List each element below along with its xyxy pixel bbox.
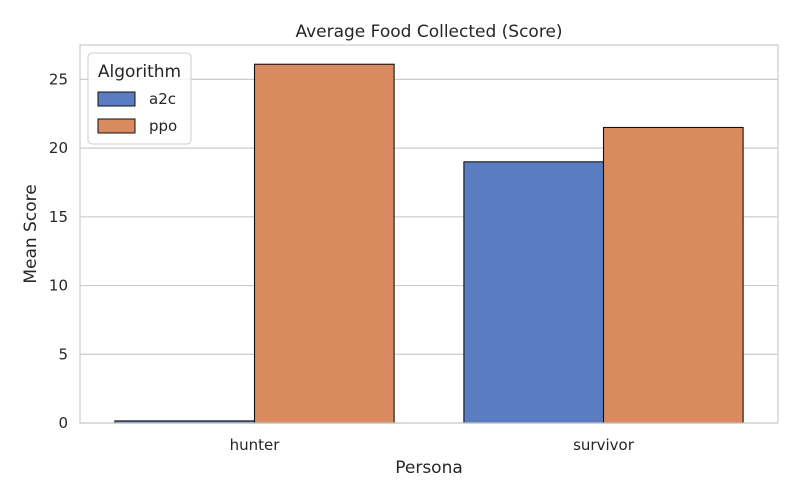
x-tick-label: hunter [230,436,281,454]
legend-swatch-a2c [97,91,136,107]
y-tick-label: 15 [49,208,68,226]
y-axis-label: Mean Score [21,184,41,283]
bar-ppo-survivor [602,126,744,424]
bar-a2c-survivor [463,161,605,424]
y-tick-label: 25 [49,70,68,88]
legend-title: Algorithm [98,62,181,82]
legend-label-a2c: a2c [149,90,176,108]
y-tick-label: 5 [58,345,68,363]
legend-label-ppo: ppo [149,117,177,135]
plot-frame [79,44,779,424]
legend-swatch-ppo [97,118,136,134]
x-axis-label: Persona [395,458,463,478]
y-tick-label: 0 [58,414,68,432]
bar-ppo-hunter [253,63,395,424]
y-tick-label: 20 [49,139,68,157]
y-tick-label: 10 [49,277,68,295]
plot-area: 0 5 10 15 20 25 hunter survivor [49,44,779,454]
legend: Algorithm a2c ppo [87,52,192,145]
x-tick-label: survivor [573,436,635,454]
chart-title: Average Food Collected (Score) [295,22,562,42]
